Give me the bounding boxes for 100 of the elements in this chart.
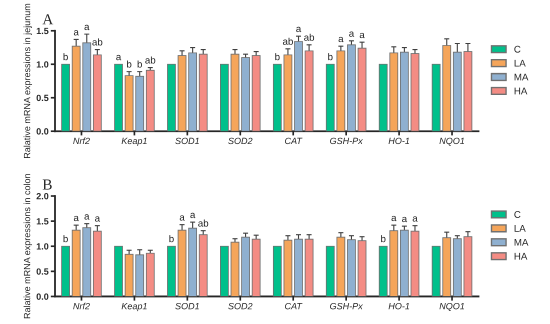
x-tick-label: SOD2 — [228, 302, 252, 310]
bar — [92, 54, 102, 132]
bar — [464, 51, 472, 132]
data-label: b — [275, 53, 280, 60]
x-tick-label: NQO1 — [440, 302, 464, 311]
bar — [146, 252, 155, 296]
bar — [464, 236, 472, 296]
bar — [135, 76, 144, 132]
chart-title: A — [42, 14, 54, 24]
x-tick-label: SOD1 — [175, 138, 199, 144]
x-tick-label: SOD2 — [228, 138, 252, 144]
y-axis-title: Ralative mRNA expressions in colon — [24, 174, 32, 318]
bar — [61, 246, 70, 296]
legend-label: LA — [514, 225, 526, 232]
bar — [198, 234, 208, 296]
legend-label: MA — [514, 74, 528, 80]
data-label: a — [360, 32, 365, 38]
y-tick-label: 0.0 — [36, 293, 48, 300]
legend-label: MA — [514, 238, 528, 246]
x-tick-label: Nrf2 — [73, 302, 90, 310]
legend-label: C — [514, 211, 520, 218]
bar — [389, 52, 398, 132]
bar — [389, 230, 398, 296]
bar — [272, 246, 282, 296]
legend-label: LA — [514, 60, 526, 67]
bar — [252, 238, 261, 296]
data-label: ab — [198, 220, 208, 227]
x-tick-label: SOD1 — [175, 302, 199, 310]
data-label: b — [64, 235, 68, 242]
data-label: a — [84, 24, 90, 30]
y-tick-label: 2.0 — [36, 192, 48, 200]
bar — [146, 70, 155, 132]
bar — [442, 237, 452, 296]
bar — [442, 45, 452, 132]
bar — [432, 246, 441, 296]
data-label: a — [392, 216, 397, 222]
data-label: b — [169, 235, 174, 242]
data-label: b — [138, 60, 142, 68]
x-tick-label: CAT — [285, 138, 302, 144]
bar — [188, 228, 198, 296]
bar — [61, 64, 70, 132]
x-tick-label: GSH-Px — [330, 302, 363, 310]
data-label: a — [74, 216, 79, 222]
data-label: b — [328, 53, 333, 60]
x-tick-label: NQO1 — [440, 138, 464, 146]
x-tick-label: HO-1 — [388, 302, 410, 310]
x-tick-label: Keap1 — [122, 138, 147, 146]
x-tick-label: CAT — [285, 302, 302, 310]
data-label: a — [402, 216, 408, 222]
data-label: ab — [92, 38, 102, 46]
bar — [198, 54, 208, 132]
bar — [72, 46, 81, 132]
bar — [432, 64, 441, 132]
y-tick-label: 0.0 — [36, 128, 48, 135]
chart-title: B — [42, 180, 52, 190]
data-label: a — [180, 215, 185, 221]
legend-label: HA — [514, 252, 528, 260]
x-tick-label: Keap1 — [122, 303, 147, 312]
y-tick-label: 1.0 — [36, 61, 48, 68]
legend-label: HA — [514, 88, 528, 94]
data-label: a — [338, 36, 344, 42]
bar — [92, 230, 102, 296]
bar — [72, 230, 81, 296]
data-label: a — [95, 216, 100, 222]
bar — [326, 64, 335, 132]
bar — [336, 50, 346, 132]
data-label: a — [190, 212, 196, 218]
y-tick-label: 1.0 — [36, 243, 48, 250]
x-tick-label: Nrf2 — [73, 137, 90, 144]
y-tick-label: 0.5 — [36, 268, 48, 275]
bar — [378, 64, 388, 132]
data-label: a — [349, 31, 354, 37]
bar — [272, 64, 282, 132]
data-label: ab — [304, 34, 314, 41]
data-label: a — [296, 26, 302, 32]
x-tick-label: GSH-Px — [330, 138, 363, 144]
bar — [452, 238, 462, 296]
data-label: a — [116, 54, 122, 60]
bar — [188, 52, 198, 132]
legend-label: C — [514, 46, 520, 53]
data-label: b — [127, 60, 132, 68]
y-tick-label: 0.5 — [36, 94, 48, 102]
data-label: b — [64, 53, 68, 60]
bar — [252, 55, 261, 132]
data-label: ab — [282, 38, 293, 45]
data-label: a — [412, 216, 418, 222]
y-tick-label: 1.5 — [36, 218, 48, 224]
bar — [82, 42, 92, 132]
bar — [452, 52, 462, 132]
bar — [82, 227, 92, 296]
data-label: a — [84, 214, 90, 220]
data-label: a — [74, 30, 79, 36]
x-tick-label: HO-1 — [388, 138, 410, 144]
bar — [336, 236, 346, 296]
data-label: ab — [145, 56, 156, 64]
y-tick-label: 1.5 — [36, 28, 48, 34]
bar — [326, 246, 335, 296]
y-axis-title: Ralative mRNA expressions in jejunum — [24, 4, 32, 158]
bar — [378, 246, 388, 296]
bar — [135, 254, 144, 296]
